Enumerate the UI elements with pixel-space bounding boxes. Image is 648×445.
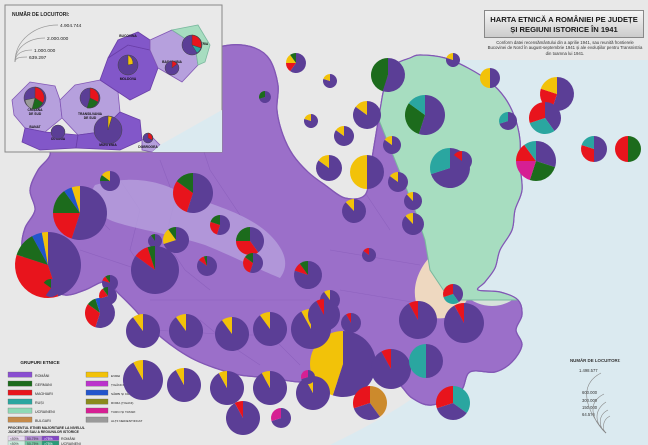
svg-text:JUDEȚELOR SAU A REGIUNILOR IST: JUDEȚELOR SAU A REGIUNILOR ISTORICE (8, 430, 80, 434)
svg-text:NUMĂR DE LOCUITORI:: NUMĂR DE LOCUITORI: (570, 358, 621, 363)
svg-text:ȚIGĂNCI: ȚIGĂNCI (111, 383, 124, 387)
svg-text:GRUPURI ETNICE: GRUPURI ETNICE (20, 360, 59, 365)
svg-text:4.904.744: 4.904.744 (60, 23, 82, 29)
svg-text:1.498.577: 1.498.577 (579, 368, 598, 373)
svg-text:639.297: 639.297 (29, 55, 47, 61)
svg-text:NUMĂR DE LOCUITORI:: NUMĂR DE LOCUITORI: (12, 11, 70, 18)
svg-text:BANAT: BANAT (29, 125, 40, 129)
svg-text:300.000: 300.000 (582, 398, 598, 403)
svg-text:1.000.000: 1.000.000 (34, 48, 56, 54)
svg-text:RUȘI: RUȘI (35, 401, 44, 405)
svg-text:DE SUD: DE SUD (84, 116, 97, 120)
svg-text:TURCI ȘI TATARI: TURCI ȘI TATARI (111, 410, 135, 414)
svg-text:<50%: <50% (10, 437, 19, 441)
svg-text:BUCOVINA: BUCOVINA (119, 34, 137, 38)
svg-text:600.000: 600.000 (582, 390, 598, 395)
svg-text:MOLDOVA: MOLDOVA (120, 77, 137, 81)
svg-text:ROMÂNI: ROMÂNI (35, 374, 49, 378)
svg-text:>75%: >75% (44, 437, 53, 441)
svg-text:EVREI: EVREI (111, 374, 120, 378)
svg-text:GERMANI: GERMANI (35, 383, 52, 387)
svg-text:ALȚII NEIDENTIFICAT: ALȚII NEIDENTIFICAT (111, 419, 143, 423)
svg-text:ROMA (ȚIGANI): ROMA (ȚIGANI) (111, 401, 133, 405)
svg-text:2.000.000: 2.000.000 (47, 36, 69, 42)
svg-text:BULGARI: BULGARI (35, 419, 51, 423)
svg-text:DOBROGEA: DOBROGEA (138, 145, 158, 149)
svg-text:50-75%: 50-75% (27, 437, 38, 441)
svg-text:ROMÂNI: ROMÂNI (61, 437, 75, 441)
svg-text:MAGHIARI: MAGHIARI (35, 392, 53, 396)
svg-text:UCRAINENI: UCRAINENI (35, 410, 55, 414)
svg-text:DE SUD: DE SUD (29, 112, 42, 116)
